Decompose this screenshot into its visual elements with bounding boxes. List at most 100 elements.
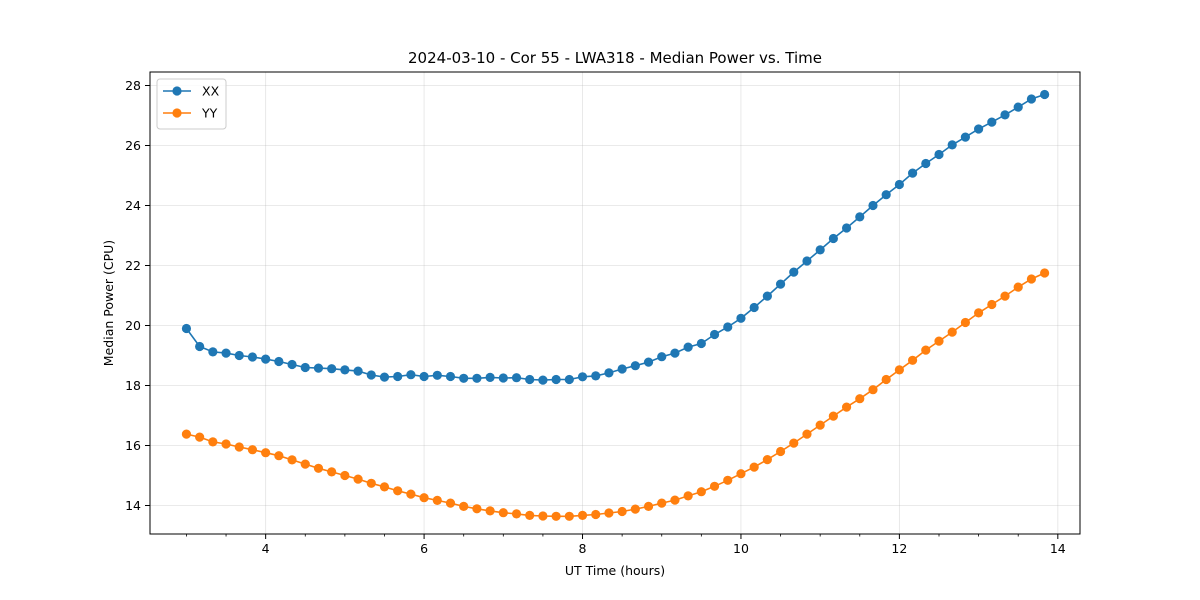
x-tick-label: 4: [262, 541, 270, 556]
data-point-yy: [987, 299, 997, 310]
data-point-yy: [670, 495, 680, 505]
legend-label: XX: [202, 84, 220, 99]
data-point-xx: [617, 364, 627, 374]
data-point-xx: [208, 347, 218, 357]
legend-label: YY: [201, 106, 218, 121]
data-point-xx: [723, 322, 733, 332]
x-axis-label: UT Time (hours): [565, 563, 665, 578]
data-point-xx: [485, 372, 495, 382]
data-point-yy: [934, 336, 944, 346]
data-point-xx: [459, 373, 469, 383]
data-point-xx: [551, 374, 561, 385]
data-point-yy: [366, 478, 376, 488]
x-axis: 4 6 8 10 12 14: [186, 534, 1066, 556]
data-point-yy: [643, 501, 654, 511]
legend-item-yy: YY: [163, 106, 218, 121]
data-point-yy: [921, 345, 931, 355]
data-point-xx: [868, 200, 878, 211]
data-point-xx: [577, 372, 588, 382]
data-point-yy: [789, 438, 799, 448]
data-point-yy: [1040, 268, 1050, 278]
data-point-yy: [313, 463, 324, 473]
data-point-xx: [749, 302, 759, 313]
data-point-yy: [591, 509, 601, 520]
data-point-yy: [195, 432, 205, 442]
data-point-yy: [683, 491, 693, 501]
y-tick-label: 22: [125, 258, 141, 273]
data-point-xx: [498, 373, 508, 383]
chart-title: 2024-03-10 - Cor 55 - LWA318 - Median Po…: [408, 49, 822, 67]
data-point-yy: [775, 446, 786, 457]
series-xx: [181, 89, 1050, 385]
data-point-yy: [564, 511, 574, 521]
data-point-xx: [775, 279, 786, 289]
data-point-xx: [366, 370, 376, 380]
data-point-yy: [208, 437, 218, 447]
data-point-yy: [749, 462, 759, 472]
data-point-yy: [525, 510, 535, 520]
series-layer: [181, 89, 1050, 521]
data-point-xx: [591, 371, 601, 381]
data-point-yy: [762, 455, 772, 465]
series-yy: [181, 268, 1050, 521]
plot-frame: [149, 71, 1081, 535]
data-point-xx: [406, 370, 416, 380]
data-point-yy: [894, 365, 904, 375]
x-tick-label: 8: [579, 541, 587, 556]
y-tick-label: 18: [125, 378, 141, 393]
data-point-yy: [340, 470, 350, 481]
data-point-xx: [195, 341, 205, 352]
data-point-yy: [300, 459, 310, 469]
data-point-xx: [393, 371, 403, 382]
data-point-xx: [683, 342, 693, 352]
data-point-yy: [1013, 282, 1023, 292]
data-point-yy: [511, 509, 522, 519]
data-point-xx: [340, 365, 350, 375]
data-point-yy: [393, 486, 403, 496]
data-point-xx: [261, 354, 271, 364]
y-tick-label: 28: [125, 78, 141, 93]
data-point-xx: [511, 373, 522, 383]
data-point-xx: [762, 291, 772, 301]
data-point-yy: [459, 501, 469, 511]
data-point-xx: [274, 356, 284, 367]
data-point-xx: [1013, 102, 1023, 112]
data-point-yy: [1026, 274, 1037, 284]
data-point-yy: [274, 451, 284, 461]
y-axis-label: Median Power (CPU): [101, 240, 116, 366]
data-point-yy: [960, 317, 970, 328]
data-point-xx: [445, 371, 456, 382]
data-point-yy: [907, 355, 918, 365]
data-point-yy: [881, 374, 891, 385]
data-point-xx: [960, 132, 970, 142]
data-point-xx: [815, 245, 825, 255]
data-point-xx: [564, 374, 574, 385]
y-tick-label: 16: [125, 438, 141, 453]
data-point-xx: [670, 348, 680, 358]
y-axis: 14 16 18 20 22 24 26 28: [125, 78, 150, 513]
data-point-yy: [630, 504, 640, 514]
data-point-xx: [234, 350, 244, 361]
data-point-xx: [894, 179, 904, 190]
data-point-xx: [987, 117, 997, 127]
data-point-xx: [353, 366, 363, 376]
data-point-yy: [551, 511, 561, 521]
y-tick-label: 26: [125, 138, 141, 153]
data-point-xx: [855, 212, 865, 222]
data-point-xx: [657, 352, 667, 362]
data-point-xx: [221, 348, 231, 358]
data-point-xx: [1000, 110, 1010, 120]
data-point-yy: [221, 439, 231, 449]
data-point-yy: [696, 487, 706, 497]
x-tick-label: 14: [1050, 541, 1066, 556]
legend-marker: [172, 108, 182, 118]
data-point-xx: [789, 267, 799, 277]
data-point-yy: [379, 482, 390, 492]
x-tick-label: 6: [420, 541, 428, 556]
data-point-yy: [855, 394, 865, 404]
y-tick-label: 14: [125, 498, 141, 513]
data-point-xx: [736, 313, 746, 323]
data-point-yy: [947, 327, 957, 337]
data-point-xx: [1026, 94, 1037, 104]
data-point-xx: [934, 149, 944, 160]
